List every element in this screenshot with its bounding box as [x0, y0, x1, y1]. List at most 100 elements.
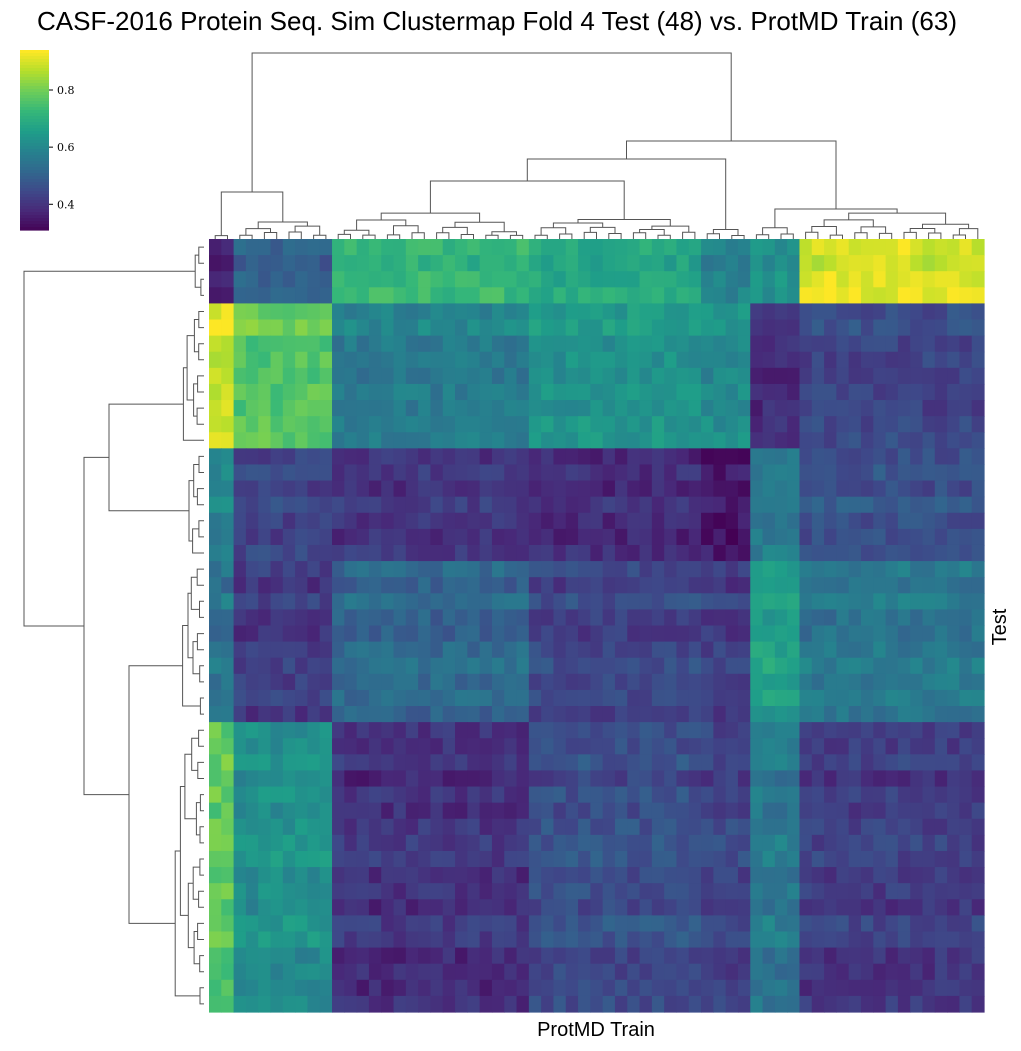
- heatmap-cell: [701, 738, 714, 755]
- heatmap-cell: [491, 689, 505, 707]
- heatmap-cell: [541, 319, 555, 337]
- heatmap-cell: [282, 899, 296, 916]
- heatmap-cell: [787, 255, 801, 272]
- heatmap-cell: [381, 432, 395, 449]
- heatmap-cell: [282, 319, 296, 337]
- heatmap-cell: [836, 416, 850, 433]
- colorbar-segment: [20, 89, 49, 93]
- heatmap-cell: [627, 834, 641, 852]
- heatmap-cell: [233, 818, 247, 836]
- heatmap-cell: [528, 287, 542, 305]
- heatmap-cell: [762, 496, 776, 514]
- heatmap-cell: [836, 625, 850, 643]
- heatmap-cell: [774, 625, 788, 643]
- heatmap-cell: [934, 416, 948, 433]
- heatmap-cell: [442, 448, 456, 466]
- heatmap-cell: [922, 255, 936, 272]
- heatmap-cell: [467, 512, 481, 530]
- heatmap-cell: [504, 786, 518, 804]
- heatmap-cell: [270, 303, 284, 321]
- heatmap-cell: [639, 464, 653, 482]
- heatmap-cell: [479, 867, 493, 884]
- heatmap-cell: [787, 577, 801, 594]
- heatmap-cell: [848, 979, 862, 997]
- heatmap-cell: [799, 754, 813, 772]
- heatmap-cell: [688, 512, 702, 530]
- heatmap-cell: [824, 335, 837, 353]
- heatmap-cell: [848, 577, 862, 594]
- heatmap-cell: [590, 963, 604, 981]
- heatmap-cell: [405, 834, 419, 852]
- heatmap-cell: [393, 754, 407, 772]
- heatmap-cell: [430, 786, 444, 804]
- heatmap-cell: [209, 335, 222, 353]
- heatmap-cell: [344, 544, 358, 562]
- heatmap-cell: [897, 271, 911, 288]
- heatmap-cell: [541, 287, 555, 305]
- heatmap-cell: [491, 351, 505, 369]
- heatmap-cell: [651, 239, 665, 256]
- colorbar-segment: [20, 128, 49, 132]
- heatmap-cell: [860, 480, 874, 498]
- heatmap-cell: [947, 383, 960, 401]
- heatmap-cell: [713, 335, 727, 353]
- colorbar-tick-label: 0.6: [57, 141, 75, 154]
- colorbar-segment: [20, 62, 49, 66]
- heatmap-cell: [910, 512, 924, 530]
- heatmap-cell: [639, 577, 653, 594]
- heatmap-cell: [553, 303, 567, 321]
- heatmap-cell: [725, 738, 739, 755]
- heatmap-cell: [221, 448, 235, 466]
- heatmap-cell: [811, 271, 825, 288]
- dendrogram-link: [190, 576, 200, 610]
- heatmap-cell: [245, 770, 259, 788]
- heatmap-cell: [455, 689, 468, 707]
- heatmap-cell: [393, 239, 407, 256]
- heatmap-cell: [627, 673, 641, 691]
- heatmap-cell: [209, 883, 222, 900]
- colorbar-segment: [20, 101, 49, 105]
- heatmap-cell: [848, 754, 862, 772]
- heatmap-cell: [332, 464, 345, 482]
- heatmap-cell: [774, 544, 788, 562]
- heatmap-cell: [418, 657, 432, 675]
- heatmap-cell: [356, 899, 370, 916]
- heatmap-cell: [664, 271, 678, 288]
- dendrogram-link: [193, 464, 199, 498]
- heatmap-cell: [627, 609, 641, 627]
- heatmap-cell: [885, 577, 899, 594]
- dendrogram-link: [198, 246, 204, 264]
- heatmap-cell: [627, 947, 641, 965]
- heatmap-cell: [799, 706, 813, 723]
- heatmap-cell: [824, 271, 837, 288]
- heatmap-cell: [504, 271, 518, 288]
- heatmap-cell: [910, 657, 924, 675]
- heatmap-cell: [528, 802, 542, 820]
- heatmap-cell: [295, 255, 309, 272]
- heatmap-cell: [848, 899, 862, 916]
- colorbar-segment: [20, 110, 49, 114]
- heatmap-cell: [934, 738, 948, 755]
- heatmap-cell: [307, 673, 321, 691]
- heatmap-cell: [774, 593, 788, 610]
- heatmap-cell: [258, 834, 272, 852]
- heatmap-cell: [701, 303, 714, 321]
- heatmap-cell: [528, 400, 542, 417]
- heatmap-cell: [307, 834, 321, 852]
- heatmap-cell: [221, 496, 235, 514]
- heatmap-cell: [627, 770, 641, 788]
- heatmap-cell: [614, 802, 628, 820]
- dendrogram-link: [928, 232, 942, 239]
- heatmap-cell: [381, 947, 395, 965]
- heatmap-cell: [307, 544, 321, 562]
- heatmap-cell: [467, 963, 481, 981]
- heatmap-cell: [258, 593, 272, 610]
- heatmap-cell: [688, 899, 702, 916]
- heatmap-cell: [725, 706, 739, 723]
- heatmap-cell: [959, 689, 973, 707]
- heatmap-cell: [491, 561, 505, 578]
- heatmap-cell: [491, 319, 505, 337]
- heatmap-cell: [910, 673, 924, 691]
- heatmap-cell: [848, 834, 862, 852]
- dendrogram-link: [288, 231, 302, 239]
